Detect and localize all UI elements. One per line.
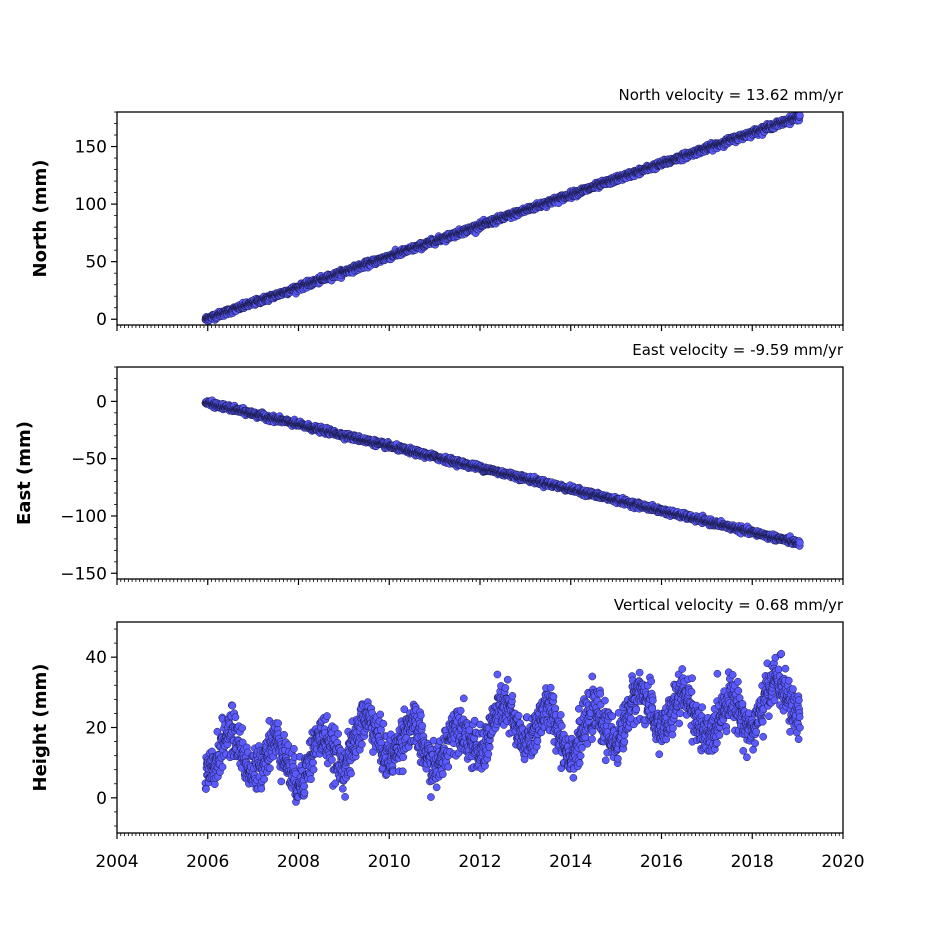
data-points: [201, 396, 804, 550]
y-tick-label: −50: [71, 450, 107, 470]
y-axis-label: North (mm): [30, 160, 51, 278]
y-tick-label: 100: [75, 195, 107, 215]
data-point: [796, 538, 804, 547]
y-tick-label: 0: [96, 310, 107, 330]
y-tick-label: 150: [75, 138, 107, 158]
y-tick-label: 0: [96, 392, 107, 412]
panel-title: North velocity = 13.62 mm/yr: [619, 86, 844, 104]
data-points: [201, 112, 804, 325]
y-tick-label: 50: [85, 253, 107, 273]
data-point: [796, 112, 804, 120]
panel-0: 0 50 100 150 North velocity = 13.62 mm/yr Nor…: [30, 86, 844, 331]
y-tick-label: −150: [60, 564, 107, 584]
y-tick-label: −100: [60, 507, 107, 527]
